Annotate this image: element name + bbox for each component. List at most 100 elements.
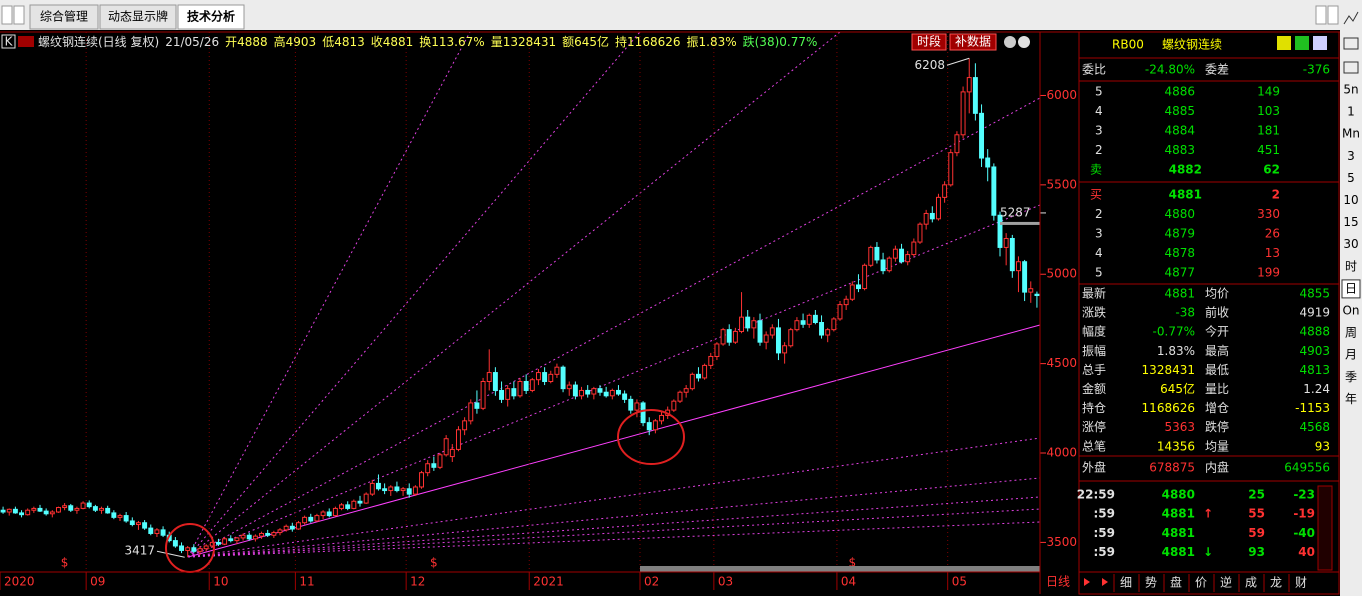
fan-line: [187, 496, 1041, 558]
book-price: 4883: [1164, 143, 1195, 157]
book-level: 3: [1095, 124, 1103, 138]
period-button[interactable]: 5: [1347, 171, 1355, 185]
tab-arrow[interactable]: [1102, 578, 1108, 586]
period-button[interactable]: 1: [1347, 105, 1355, 119]
candle-body: [406, 488, 412, 495]
panel-tab[interactable]: 细: [1120, 576, 1132, 590]
stat-label: 振幅: [1082, 343, 1106, 358]
tab-scroll-right[interactable]: [13, 5, 25, 25]
event-mark: $: [61, 556, 69, 570]
candle-body: [240, 534, 246, 539]
panel-tab[interactable]: 龙: [1270, 576, 1282, 590]
outer-label: 内盘: [1205, 460, 1229, 475]
price-line-label: 5287: [1000, 205, 1031, 219]
selected-box: [1341, 279, 1361, 299]
tab-label[interactable]: 动态显示牌: [108, 10, 168, 24]
x-tick-label: 2021: [533, 575, 564, 589]
candle-body: [714, 343, 720, 357]
leader-line: [156, 550, 185, 558]
candle-body: [892, 248, 898, 259]
stat-value: 14356: [1157, 439, 1195, 453]
tick-price: 4881: [1162, 526, 1195, 540]
scrollbar[interactable]: [640, 566, 1040, 572]
period-icon-label[interactable]: K: [5, 35, 14, 49]
candle-body: [277, 529, 283, 534]
tab[interactable]: [29, 4, 99, 30]
icon[interactable]: [18, 36, 34, 47]
fan-line: [187, 31, 641, 558]
period-button[interactable]: 日: [1345, 281, 1357, 295]
candle-body: [492, 372, 498, 391]
candle-body: [462, 420, 468, 431]
icon[interactable]: [1004, 36, 1016, 48]
candle-body: [265, 532, 271, 536]
icon[interactable]: [1343, 37, 1359, 50]
period-button[interactable]: 5n: [1343, 83, 1358, 97]
period-button[interactable]: 3: [1347, 149, 1355, 163]
book-volume: 199: [1257, 266, 1280, 280]
tab[interactable]: [99, 4, 177, 30]
trend-line: [187, 324, 1041, 558]
panel-tab[interactable]: 价: [1195, 576, 1207, 590]
candle-body: [246, 534, 252, 540]
panel-tab[interactable]: 盘: [1170, 575, 1182, 590]
ratio-value: -376: [1303, 63, 1330, 77]
candle-body: [554, 366, 560, 375]
candle-body: [775, 327, 781, 354]
candle-body: [80, 502, 86, 509]
book-level: 3: [1095, 227, 1103, 241]
candle-body: [640, 402, 646, 424]
period-icon[interactable]: [1, 34, 16, 49]
period-button[interactable]: 周: [1345, 326, 1357, 340]
panel-tab[interactable]: 势: [1145, 576, 1157, 590]
candle-body: [480, 381, 486, 409]
chart-button-label[interactable]: 补数据: [955, 34, 991, 49]
icon[interactable]: [1295, 36, 1309, 50]
header-item: 高4903: [274, 34, 317, 49]
period-button[interactable]: 15: [1343, 215, 1358, 229]
icon[interactable]: [1018, 36, 1030, 48]
candle-body: [123, 515, 129, 522]
period-button[interactable]: 30: [1343, 237, 1358, 251]
tick-time: :59: [1094, 507, 1116, 521]
period-button[interactable]: 季: [1345, 370, 1357, 384]
period-button[interactable]: On: [1342, 304, 1359, 318]
tick-scrollbar[interactable]: [1317, 485, 1333, 571]
period-button[interactable]: 10: [1343, 193, 1358, 207]
candle-body: [443, 438, 449, 456]
period-button[interactable]: 年: [1345, 392, 1357, 406]
chart-button[interactable]: [949, 33, 997, 51]
candle-body: [991, 166, 997, 216]
tab-label[interactable]: 技术分析: [187, 9, 235, 24]
candle-body: [837, 304, 843, 320]
y-tick-label: 4000: [1046, 446, 1077, 460]
panel-tab[interactable]: 财: [1295, 576, 1307, 590]
candle-body: [474, 402, 480, 409]
icon[interactable]: [1313, 36, 1327, 50]
candle-body: [819, 322, 825, 336]
tab-scroll-left[interactable]: [1, 5, 13, 25]
icon[interactable]: [1343, 11, 1359, 25]
tab-label[interactable]: 综合管理: [40, 9, 88, 24]
icon[interactable]: [1277, 36, 1291, 50]
stat-label: 前收: [1205, 305, 1229, 320]
tab-scroll-right[interactable]: [1327, 5, 1339, 25]
candle-body: [591, 388, 597, 395]
tick-price: 4881: [1162, 545, 1195, 559]
candle-body: [609, 389, 615, 397]
period-button[interactable]: Mn: [1342, 127, 1360, 141]
candle-body: [197, 548, 203, 552]
tick-volume: 93: [1248, 545, 1265, 559]
period-button[interactable]: 时: [1345, 259, 1357, 273]
tab-arrow[interactable]: [1084, 578, 1090, 586]
panel-tab[interactable]: 成: [1245, 576, 1257, 590]
chart-button-label[interactable]: 时段: [917, 34, 941, 49]
icon[interactable]: [1343, 61, 1359, 74]
tab[interactable]: [177, 4, 245, 30]
candle-body: [542, 372, 548, 383]
panel-tab[interactable]: 逆: [1220, 575, 1232, 590]
period-button[interactable]: 月: [1345, 348, 1357, 362]
chart-header: 螺纹钢连续(日线 复权) 21/05/26 开4888 高4903 低4813 收4881…: [38, 34, 817, 49]
tab-scroll-left[interactable]: [1315, 5, 1327, 25]
chart-button[interactable]: [911, 33, 947, 51]
